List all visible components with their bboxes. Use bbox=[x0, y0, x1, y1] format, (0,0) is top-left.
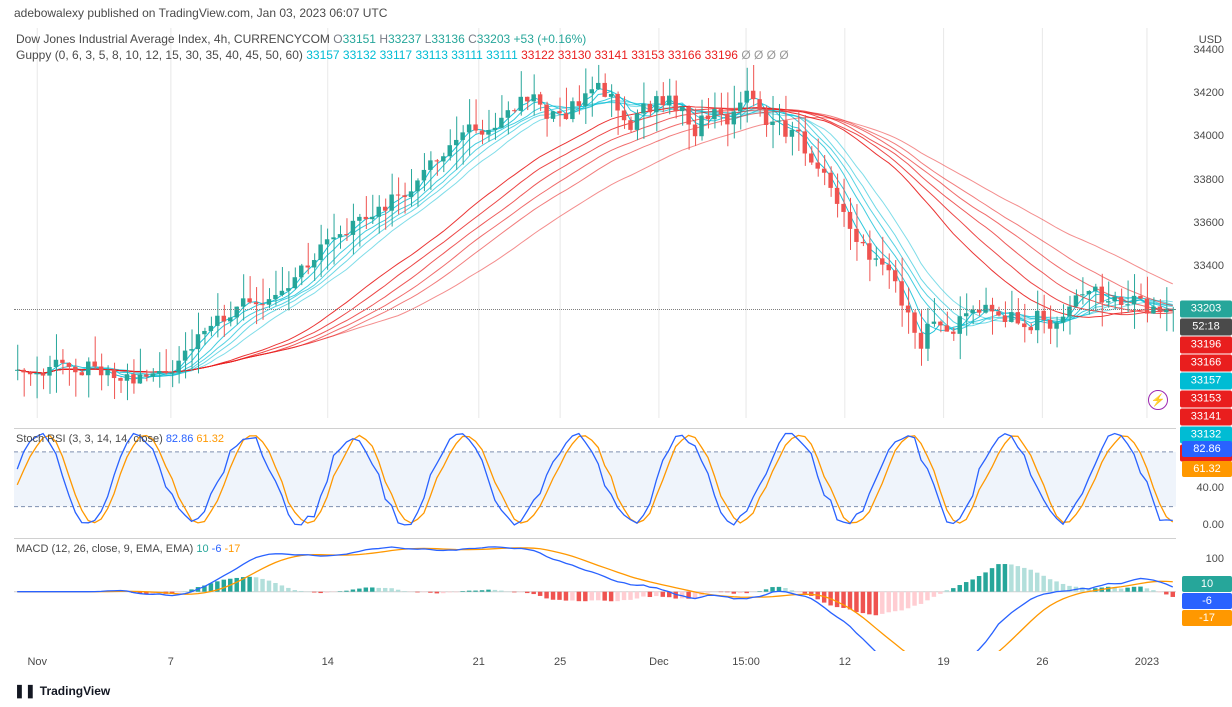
stoch-rsi-panel[interactable]: Stoch RSI (3, 3, 14, 14, close) 82.86 61… bbox=[14, 428, 1176, 533]
x-tick: 19 bbox=[937, 656, 949, 668]
x-tick: Nov bbox=[27, 656, 47, 668]
x-tick: 21 bbox=[473, 656, 485, 668]
macd-svg bbox=[14, 539, 1176, 651]
tradingview-logo-icon: ❚❚ bbox=[14, 683, 36, 698]
ohlc-close: 33203 bbox=[477, 32, 510, 46]
price-tag: 33157 bbox=[1180, 373, 1232, 390]
macd-tag: 10 bbox=[1182, 576, 1232, 592]
x-tick: 15:00 bbox=[732, 656, 760, 668]
macd-signal-value: -17 bbox=[225, 543, 241, 555]
price-tag: 33153 bbox=[1180, 391, 1232, 408]
x-tick: 2023 bbox=[1135, 656, 1159, 668]
x-tick: Dec bbox=[649, 656, 669, 668]
macd-tag: -6 bbox=[1182, 593, 1232, 609]
price-tag: 33141 bbox=[1180, 409, 1232, 426]
stoch-tag: 82.86 bbox=[1182, 441, 1232, 457]
macd-hist-value: 10 bbox=[196, 543, 208, 555]
macd-label: MACD (12, 26, close, 9, EMA, EMA) bbox=[16, 543, 193, 555]
macd-panel[interactable]: MACD (12, 26, close, 9, EMA, EMA) 10 -6 … bbox=[14, 538, 1176, 650]
price-tag: 33166 bbox=[1180, 355, 1232, 372]
macd-line-value: -6 bbox=[212, 543, 222, 555]
x-tick: 7 bbox=[168, 656, 174, 668]
stoch-label: Stoch RSI (3, 3, 14, 14, close) bbox=[16, 433, 163, 445]
stoch-tag: 61.32 bbox=[1182, 461, 1232, 477]
tradingview-brand: ❚❚TradingView bbox=[14, 683, 110, 699]
symbol-title: Dow Jones Industrial Average Index, 4h, … bbox=[16, 32, 330, 46]
publish-timestamp: Jan 03, 2023 06:07 UTC bbox=[257, 6, 388, 20]
ohlc-change-pct: (+0.16%) bbox=[537, 32, 586, 46]
current-price-line bbox=[14, 309, 1176, 310]
stoch-k-value: 82.86 bbox=[166, 433, 194, 445]
macd-tag: -17 bbox=[1182, 610, 1232, 626]
stoch-y-axis: 40.000.0082.8661.32 bbox=[1176, 429, 1232, 533]
published-on: published on TradingView.com, bbox=[87, 6, 253, 20]
chart-legend: Dow Jones Industrial Average Index, 4h, … bbox=[16, 32, 789, 62]
price-tag: 52:18 bbox=[1180, 319, 1232, 336]
price-tag: 33196 bbox=[1180, 337, 1232, 354]
price-y-axis: USD 344003420034000338003360033400 33203… bbox=[1176, 28, 1232, 418]
guppy-label: Guppy (0, 6, 3, 5, 8, 10, 12, 15, 30, 35… bbox=[16, 48, 303, 62]
macd-y-axis: 10010-6-17 bbox=[1176, 539, 1232, 650]
x-tick: 14 bbox=[322, 656, 334, 668]
ohlc-low: 33136 bbox=[431, 32, 464, 46]
x-tick: 12 bbox=[839, 656, 851, 668]
publisher-name: adebowalexy bbox=[14, 6, 84, 20]
ohlc-high: 33237 bbox=[388, 32, 421, 46]
time-x-axis: Nov 7 14 21 25 Dec 15:00 12 19 26 2023 bbox=[14, 652, 1176, 676]
price-chart-svg bbox=[14, 28, 1176, 418]
price-tag: 33203 bbox=[1180, 301, 1232, 318]
x-tick: 25 bbox=[554, 656, 566, 668]
lightning-icon[interactable]: ⚡ bbox=[1148, 390, 1168, 410]
publish-header: adebowalexy published on TradingView.com… bbox=[0, 0, 1232, 26]
ohlc-open: 33151 bbox=[343, 32, 376, 46]
x-tick: 26 bbox=[1036, 656, 1048, 668]
ohlc-change: +53 bbox=[514, 32, 534, 46]
stoch-d-value: 61.32 bbox=[196, 433, 224, 445]
main-price-chart[interactable]: Dow Jones Industrial Average Index, 4h, … bbox=[14, 28, 1176, 418]
